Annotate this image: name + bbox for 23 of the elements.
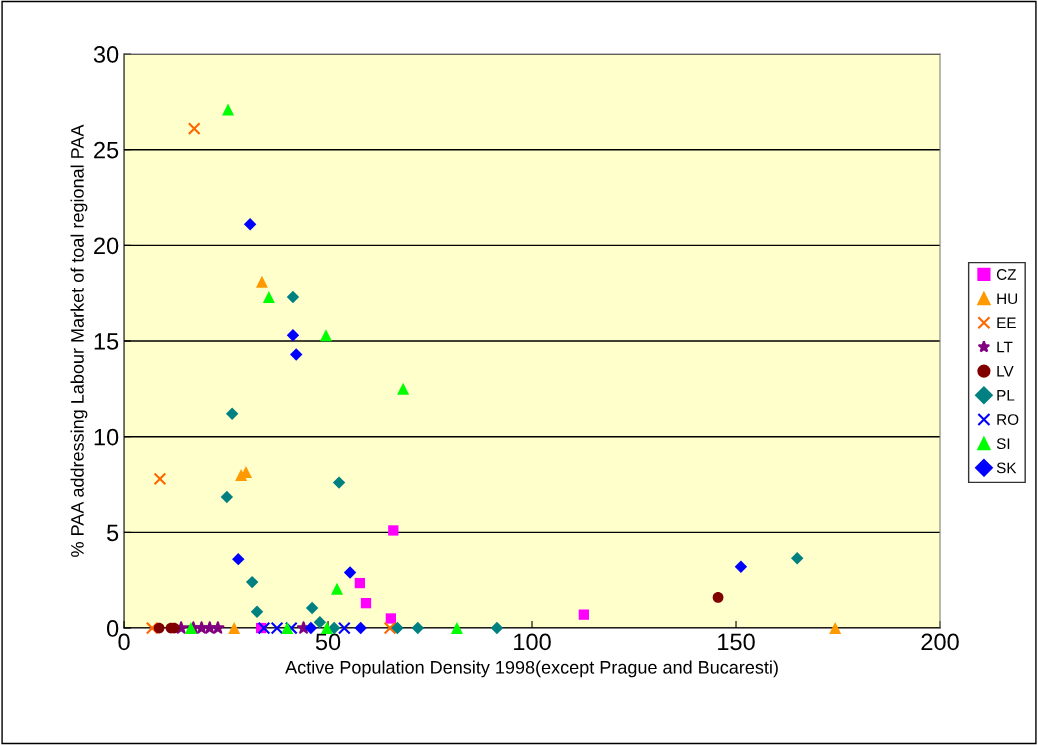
x-tick-label: 50: [315, 633, 341, 651]
x-tick-label: 0: [118, 633, 130, 651]
x-tick-label: 100: [514, 633, 551, 651]
legend-label: CZ: [996, 269, 1017, 280]
legend-label: SK: [996, 462, 1017, 474]
legend-label: LV: [997, 365, 1014, 377]
y-axis-title: % PAA addressing Labour Market of toal regional PAA: [70, 124, 88, 557]
y-tick-label: 0: [106, 620, 119, 637]
x-tick-label: 200: [921, 633, 959, 651]
y-tick-label: 5: [106, 524, 119, 542]
y-tick-label: 30: [93, 46, 119, 63]
legend-label: LT: [997, 341, 1013, 353]
y-tick-label: 20: [94, 237, 119, 255]
y-tick-label: 15: [94, 333, 119, 350]
legend-label: SI: [996, 438, 1010, 450]
legend-label: HU: [997, 293, 1018, 305]
y-tick-label: 10: [94, 428, 119, 446]
x-tick-label: 150: [718, 633, 755, 651]
legend-label: RO: [997, 414, 1019, 425]
legend-label: PL: [997, 390, 1015, 401]
x-axis-title: Active Population Density 1998(except Prague and Bucaresti): [285, 660, 778, 678]
legend-label: EE: [997, 317, 1016, 329]
y-tick-label: 25: [94, 141, 119, 159]
